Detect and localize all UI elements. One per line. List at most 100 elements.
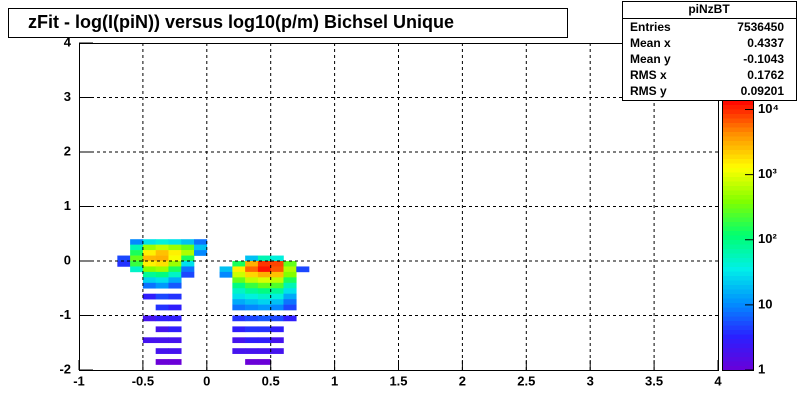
cell xyxy=(270,266,284,273)
color-bar-step xyxy=(722,334,753,339)
cell xyxy=(257,277,271,284)
cell xyxy=(194,250,208,256)
stats-label: Mean x xyxy=(630,36,671,50)
cell xyxy=(257,271,271,278)
color-bar-step xyxy=(722,298,753,303)
color-bar-step xyxy=(722,176,753,182)
color-bar-step xyxy=(722,212,753,218)
color-bar-step xyxy=(722,122,753,128)
cell xyxy=(168,277,182,284)
cell xyxy=(168,293,182,300)
cell xyxy=(257,337,271,344)
color-bar-step xyxy=(722,289,753,294)
cell xyxy=(232,261,246,267)
color-bar-step xyxy=(722,163,753,168)
cell xyxy=(257,359,271,365)
cell xyxy=(257,315,271,322)
cell xyxy=(232,277,246,284)
cell xyxy=(142,315,156,322)
cell xyxy=(283,266,297,273)
color-bar-step xyxy=(722,307,753,312)
x-tick-label: -0.5 xyxy=(132,373,154,388)
cell xyxy=(168,304,182,311)
cell xyxy=(232,293,246,300)
color-bar-step xyxy=(722,217,753,222)
cell xyxy=(142,282,156,289)
stats-box: piNzBT Entries 7536450 Mean x 0.4337 Mean y -… xyxy=(622,1,797,101)
color-bar-step xyxy=(722,154,753,159)
cell xyxy=(142,261,156,267)
cell xyxy=(245,304,259,311)
cell xyxy=(155,255,169,262)
cell xyxy=(245,359,259,365)
cell xyxy=(142,293,156,300)
cell xyxy=(168,315,182,322)
cell xyxy=(232,304,246,311)
stats-value: 0.09201 xyxy=(741,84,785,98)
color-bar-step xyxy=(722,343,753,348)
cell xyxy=(155,239,169,245)
cell xyxy=(168,348,182,354)
color-bar-step xyxy=(722,352,753,357)
y-tick-label: 4 xyxy=(64,34,72,49)
cell xyxy=(130,266,144,273)
z-tick-label: 1 xyxy=(758,361,765,376)
color-bar-step xyxy=(722,338,753,344)
color-bar-step xyxy=(722,208,753,213)
cell xyxy=(181,239,195,245)
cell xyxy=(232,282,246,289)
cell xyxy=(142,250,156,256)
cell xyxy=(232,348,246,354)
z-tick-label: 10⁴ xyxy=(758,101,779,116)
cell xyxy=(194,244,208,251)
cell xyxy=(219,266,233,273)
cell xyxy=(142,277,156,284)
cell xyxy=(296,266,310,273)
color-bar-step xyxy=(722,293,753,299)
cell xyxy=(168,271,182,278)
x-tick-label: 1 xyxy=(331,373,338,388)
cell xyxy=(168,359,182,365)
color-bar-step xyxy=(722,158,753,164)
color-bar-step xyxy=(722,149,753,155)
cell xyxy=(142,337,156,344)
color-bar-step xyxy=(722,221,753,227)
cell xyxy=(194,239,208,245)
color-bar-step xyxy=(722,244,753,249)
cell xyxy=(283,304,297,311)
cell xyxy=(232,337,246,344)
cell xyxy=(283,282,297,289)
cell xyxy=(245,326,259,333)
color-bar-step xyxy=(722,199,753,204)
color-bar-step xyxy=(722,203,753,209)
cell xyxy=(168,326,182,333)
cell xyxy=(270,288,284,294)
cell xyxy=(181,266,195,273)
cell xyxy=(257,304,271,311)
x-tick-label: 0.5 xyxy=(262,373,280,388)
color-bar-step xyxy=(722,104,753,110)
cell xyxy=(168,244,182,251)
cell xyxy=(155,304,169,311)
color-bar-step xyxy=(722,185,753,191)
cell xyxy=(245,288,259,294)
x-tick-label: 4 xyxy=(714,373,722,388)
cell xyxy=(168,250,182,256)
cell xyxy=(270,299,284,305)
title-box xyxy=(8,8,568,38)
stats-label: RMS x xyxy=(630,68,667,82)
cell xyxy=(168,261,182,267)
color-bar-step xyxy=(722,280,753,285)
cell xyxy=(155,337,169,344)
color-bar-step xyxy=(722,284,753,290)
color-bar-step xyxy=(722,311,753,317)
cell xyxy=(142,255,156,262)
cell xyxy=(181,244,195,251)
stats-value: 7536450 xyxy=(737,20,784,34)
cell xyxy=(155,250,169,256)
cell xyxy=(168,255,182,262)
cell xyxy=(270,271,284,278)
chart-title: zFit - log(I(piN)) versus log10(p/m) Bic… xyxy=(28,12,454,32)
cell xyxy=(232,266,246,273)
